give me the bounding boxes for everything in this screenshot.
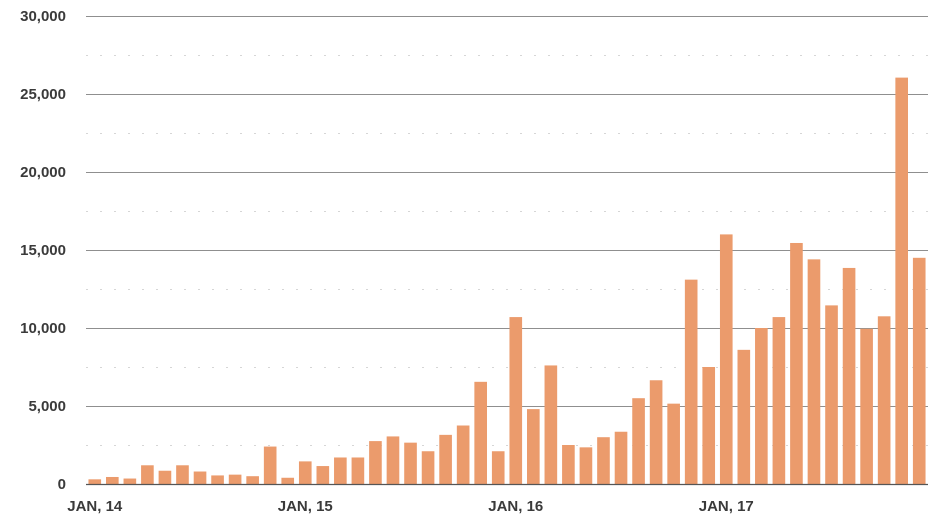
bar <box>298 461 312 484</box>
bar <box>211 475 224 484</box>
bar <box>842 267 856 484</box>
bar <box>351 457 365 484</box>
y-tick-label: 0 <box>58 476 66 493</box>
bar <box>263 446 277 484</box>
x-tick-label: JAN, 16 <box>488 498 543 515</box>
bar <box>667 403 680 484</box>
grid-lines <box>86 16 928 446</box>
bar <box>877 316 891 484</box>
y-tick-label: 10,000 <box>20 320 66 337</box>
bar <box>562 445 575 484</box>
bar <box>386 436 400 484</box>
bar <box>649 380 663 484</box>
bar <box>474 381 487 484</box>
bar <box>193 471 207 484</box>
bar <box>176 465 189 484</box>
y-tick-label: 15,000 <box>20 242 66 259</box>
y-axis-tick-labels: 0 5,000 10,000 15,000 20,000 25,000 30,000 <box>20 8 66 493</box>
bar <box>807 259 821 484</box>
bar <box>702 367 716 484</box>
y-tick-label: 20,000 <box>20 164 66 181</box>
bar <box>246 476 259 484</box>
y-tick-label: 25,000 <box>20 86 66 103</box>
bar <box>88 479 102 484</box>
bar <box>772 317 786 484</box>
bar <box>632 398 645 484</box>
bar <box>544 365 558 484</box>
bar <box>439 434 452 484</box>
y-tick-label: 30,000 <box>20 8 66 25</box>
bar <box>369 441 382 484</box>
bar <box>421 451 435 484</box>
bar <box>895 77 908 485</box>
bar <box>456 425 470 484</box>
bar <box>860 328 873 484</box>
bar <box>316 466 330 484</box>
bar <box>790 242 803 484</box>
bar <box>719 234 733 484</box>
bar <box>737 349 751 484</box>
x-tick-label: JAN, 14 <box>67 498 123 515</box>
bar <box>912 257 926 484</box>
bar <box>579 447 593 484</box>
bar <box>825 305 838 484</box>
bar <box>123 478 137 484</box>
bar <box>228 474 242 484</box>
bar <box>684 279 698 484</box>
bar <box>614 431 628 484</box>
x-tick-label: JAN, 15 <box>278 498 333 515</box>
bar <box>509 317 523 484</box>
bar <box>106 476 119 484</box>
bar <box>281 477 295 484</box>
y-tick-label: 5,000 <box>28 398 66 415</box>
bar <box>404 442 417 484</box>
bar <box>755 328 768 484</box>
x-axis-tick-labels: JAN, 14 JAN, 15 JAN, 16 JAN, 17 <box>67 498 754 515</box>
bar <box>334 457 347 484</box>
x-tick-label: JAN, 17 <box>699 498 754 515</box>
bar <box>158 470 172 484</box>
bar <box>527 409 540 484</box>
bar <box>491 451 505 484</box>
bar <box>141 465 154 484</box>
bar <box>597 437 610 484</box>
bars <box>88 77 926 485</box>
